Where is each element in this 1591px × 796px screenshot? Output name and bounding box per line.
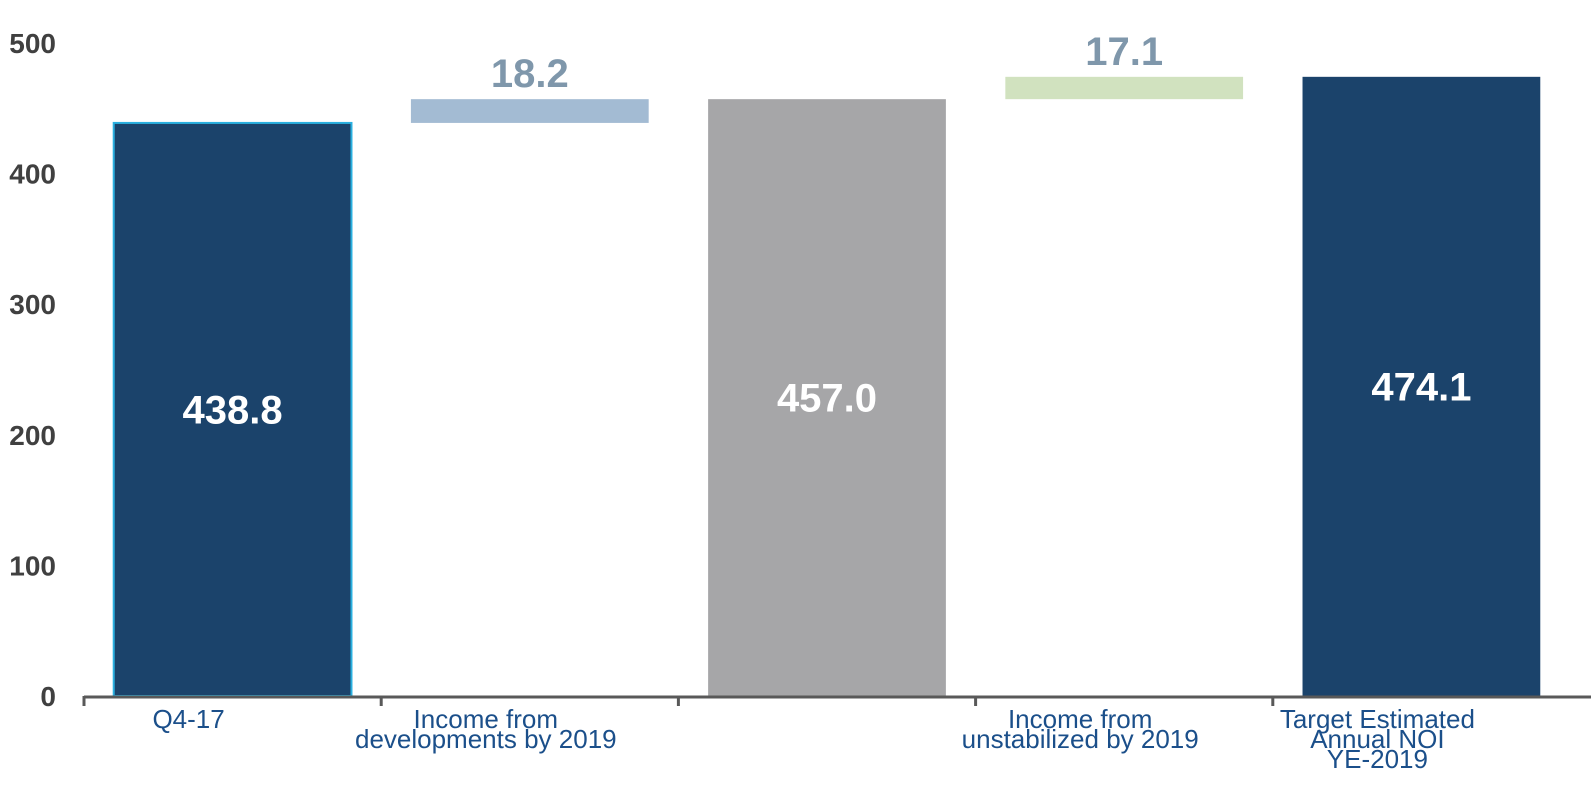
y-tick-label: 500	[9, 28, 56, 59]
y-tick-label: 0	[40, 681, 56, 712]
total-bar	[1302, 76, 1541, 697]
x-category-label: YE-2019	[1327, 744, 1428, 774]
data-label: 438.8	[183, 388, 283, 432]
x-category-label: unstabilized by 2019	[962, 724, 1199, 754]
total-bar	[708, 99, 946, 696]
data-label: 18.2	[491, 52, 569, 96]
increment-bar	[1005, 76, 1244, 100]
data-label: 457.0	[777, 377, 877, 421]
y-tick-label: 400	[9, 159, 56, 190]
x-category-label: Target Estimated	[1280, 704, 1475, 734]
data-label: 474.1	[1371, 365, 1471, 409]
bars	[112, 76, 1541, 698]
y-tick-label: 100	[9, 550, 56, 581]
x-category-label: Annual NOI	[1310, 724, 1444, 754]
data-label: 17.1	[1085, 30, 1163, 74]
y-axis-ticks: 0 100 200 300 400 500	[9, 28, 56, 712]
x-category-label: Income from	[1008, 704, 1153, 734]
x-axis	[82, 695, 1591, 706]
y-tick-label: 300	[9, 289, 56, 320]
data-labels: 438.8 18.2 457.0 17.1 474.1	[183, 30, 1472, 433]
total-bar	[112, 121, 353, 698]
y-tick-label: 200	[9, 420, 56, 451]
x-category-label: Income from	[414, 704, 559, 734]
increment-bar	[410, 99, 649, 123]
x-category-label: Q4-17	[152, 704, 224, 734]
x-category-label: developments by 2019	[355, 724, 617, 754]
